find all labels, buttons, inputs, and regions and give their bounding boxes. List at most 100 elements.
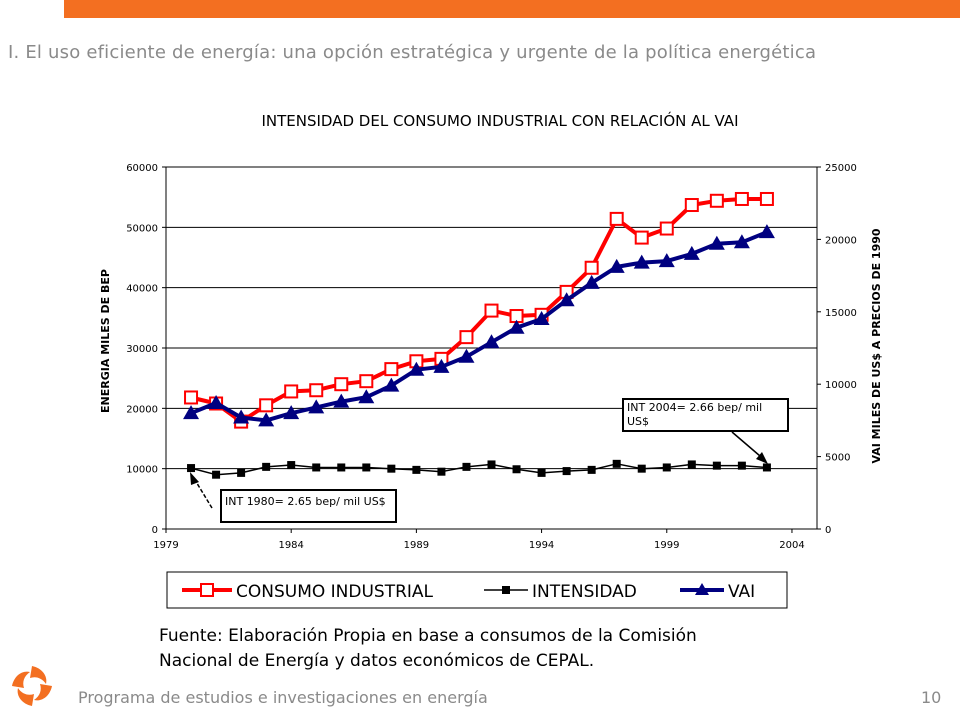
annotation-arrow-1980 [194,479,213,509]
annotation-box-2004 [622,398,789,432]
program-logo-icon [12,666,52,706]
annotation-text-1980: INT 1980= 2.65 bep/ mil US$ [225,495,386,508]
data-point-vai [208,395,225,410]
data-point-intensidad [262,462,271,471]
data-point-intensidad [412,465,421,474]
data-point-consumo [609,211,624,226]
data-point-vai [733,234,750,249]
data-point-consumo [684,198,699,213]
data-point-consumo [309,383,324,398]
y-tick-label: 50000 [126,223,158,234]
y2-tick-label: 15000 [825,308,857,319]
annotation-text-2004-line2: US$ [627,415,649,428]
series-line-intensidad [190,463,767,476]
data-point-consumo [384,362,399,377]
data-point-intensidad [662,463,671,472]
y-tick-label: 20000 [126,404,158,415]
data-point-consumo [659,221,674,236]
data-point-vai [383,377,400,392]
data-point-intensidad [187,464,196,473]
data-point-intensidad [387,464,396,473]
data-point-vai [483,334,500,349]
x-tick-label: 1979 [153,540,178,551]
data-point-intensidad [212,470,221,479]
y2-tick-label: 10000 [825,380,857,391]
legend-marker-consumo [200,583,214,597]
data-point-vai [683,245,700,260]
y-tick-label: 30000 [126,344,158,355]
y-tick-label: 0 [152,525,158,536]
y-axis-label: ENERGIA MILES DE BEP [99,269,112,413]
source-note: Fuente: Elaboración Propia en base a con… [159,624,859,674]
data-point-intensidad [337,463,346,472]
data-point-vai [533,311,550,326]
data-point-intensidad [562,467,571,476]
x-tick-label: 1999 [654,540,679,551]
footer-text: Programa de estudios e investigaciones e… [78,688,488,707]
annotation-arrowhead-1980 [190,472,199,485]
annotation-arrow-2004 [731,431,761,457]
data-point-intensidad [612,459,621,468]
data-point-consumo [634,230,649,245]
data-point-intensidad [437,467,446,476]
data-point-vai [408,361,425,376]
data-point-vai [608,258,625,273]
page-number: 10 [921,688,942,707]
data-point-consumo [359,374,374,389]
data-point-intensidad [487,460,496,469]
data-point-consumo [284,384,299,399]
data-point-vai [358,389,375,404]
data-point-vai [508,319,525,334]
x-tick-label: 1989 [404,540,429,551]
legend: CONSUMO INDUSTRIAL INTENSIDAD VAI [166,571,788,609]
data-point-intensidad [687,460,696,469]
data-point-vai [233,409,250,424]
data-point-vai [658,253,675,268]
annotation-text-2004: INT 2004= 2.66 bep/ mil [627,401,762,414]
data-point-intensidad [712,461,721,470]
data-point-intensidad [462,462,471,471]
data-point-consumo [484,303,499,318]
series-line-consumo [190,197,767,424]
chart-title: INTENSIDAD DEL CONSUMO INDUSTRIAL CON RE… [261,111,738,130]
data-point-consumo [709,193,724,208]
legend-label-consumo: CONSUMO INDUSTRIAL [236,582,434,602]
data-point-consumo [334,377,349,392]
data-point-intensidad [312,463,321,472]
data-point-intensidad [237,468,246,477]
data-point-vai [758,224,775,239]
legend-label-intensidad: INTENSIDAD [532,582,637,602]
data-point-consumo [734,191,749,206]
data-point-consumo [584,260,599,275]
source-line-1: Fuente: Elaboración Propia en base a con… [159,626,697,646]
y-tick-label: 60000 [126,163,158,174]
y2-axis-label: VAI MILES DE US$ A PRECIOS DE 1990 [870,228,883,463]
chart: INTENSIDAD DEL CONSUMO INDUSTRIAL CON RE… [99,111,883,609]
data-point-intensidad [287,461,296,470]
data-point-vai [333,393,350,408]
y-tick-label: 10000 [126,465,158,476]
y-tick-label: 40000 [126,284,158,295]
legend-label-vai: VAI [728,582,755,602]
annotation-2004: INT 2004= 2.66 bep/ mil US$ [622,398,789,464]
legend-marker-intensidad [502,586,510,594]
x-tick-label: 1994 [529,540,554,551]
annotation-arrowhead-2004 [756,452,768,464]
data-point-intensidad [737,461,746,470]
data-point-consumo [459,330,474,345]
y2-tick-label: 0 [825,525,831,536]
slide-title: I. El uso eficiente de energía: una opci… [8,42,817,63]
data-point-consumo [184,390,199,405]
data-point-vai [283,405,300,420]
data-point-intensidad [537,468,546,477]
legend-marker-vai [695,583,709,595]
x-tick-label: 2004 [779,540,804,551]
data-point-consumo [259,398,274,413]
data-point-vai [258,412,275,427]
data-point-consumo [759,191,774,206]
data-point-vai [583,274,600,289]
data-point-intensidad [362,463,371,472]
data-point-vai [183,405,200,420]
y2-tick-label: 25000 [825,163,857,174]
y2-tick-label: 5000 [825,453,850,464]
